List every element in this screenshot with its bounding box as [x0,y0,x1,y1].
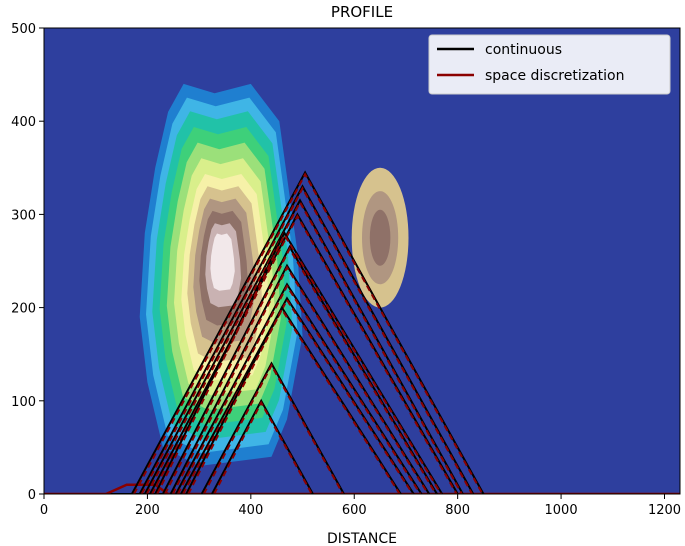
x-tick-label: 800 [445,503,470,518]
discretized-line-5 [164,246,437,494]
x-axis: 0 200 400 600 800 1000 1200 [40,494,681,518]
ground-discretized-line [44,483,680,494]
x-tick-label: 400 [238,503,263,518]
x-tick-label: 1000 [545,503,578,518]
y-tick-label: 500 [11,22,36,37]
continuous-line-7 [175,282,423,494]
discretized-line-10 [202,363,344,494]
chart-title: PROFILE [331,3,393,21]
y-axis: 0 100 200 300 400 500 [11,22,44,503]
legend-box [428,34,671,95]
discretized-line-6 [171,265,430,494]
discretized-line-11 [213,400,313,494]
x-tick-label: 0 [40,503,48,518]
y-tick-label: 200 [11,302,36,317]
legend-label-continuous: continuous [485,42,562,58]
discretized-line-8 [182,298,414,494]
y-tick-label: 0 [28,488,36,503]
legend: continuous space discretization [428,34,671,95]
x-tick-label: 600 [342,503,367,518]
legend-label-space-discretization: space discretization [485,68,624,84]
plot-frame [43,27,681,495]
contour-band [369,209,391,266]
contour-field [139,83,409,467]
x-tick-label: 1200 [648,503,681,518]
discretized-line-4 [156,232,442,494]
y-tick-label: 100 [11,395,36,410]
discretized-line-1 [140,186,473,494]
contour-band [210,233,235,291]
x-axis-label: DISTANCE [327,531,397,546]
discretized-line-2 [146,200,463,494]
y-tick-label: 300 [11,208,36,223]
discretized-line-9 [187,307,401,494]
y-tick-label: 400 [11,115,36,130]
x-tick-label: 200 [135,503,160,518]
discretized-line-7 [177,284,422,494]
discretized-line-0 [133,172,484,494]
